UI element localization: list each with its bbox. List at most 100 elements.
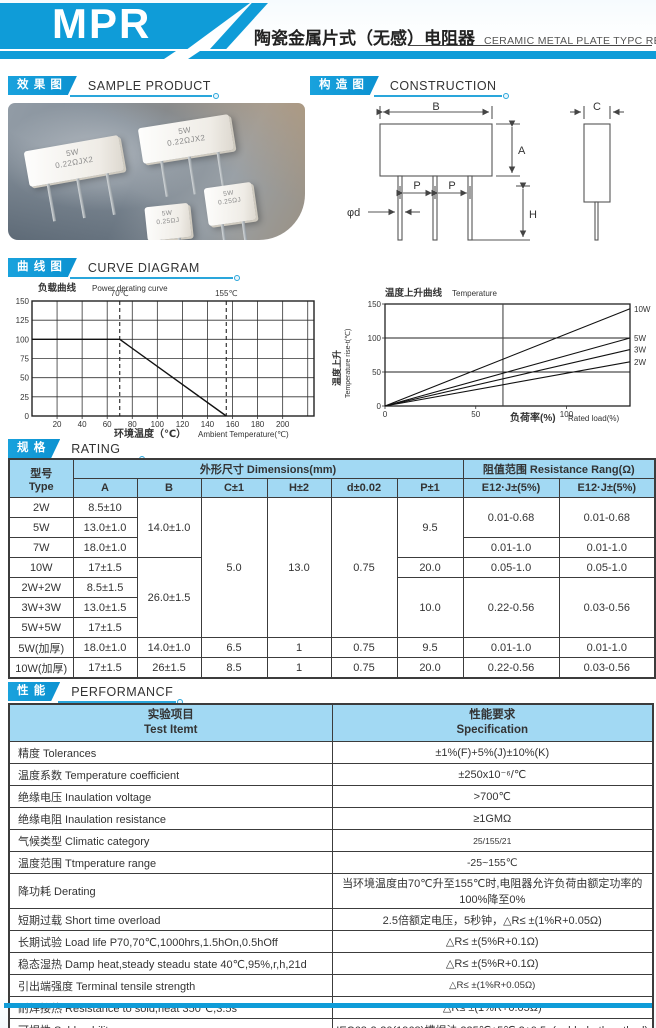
resistor-sample-small: 5W 0.25ΩJ [203,181,257,240]
svg-text:180: 180 [251,420,265,429]
test-item-cell: 引出端强度 Terminal tensile strength [8,974,333,997]
svg-text:Temperature: Temperature [452,289,497,298]
performance-header-cell: 性能要求 Specification [331,703,654,742]
section-underline [70,93,219,99]
rating-header-cell: 阻值范围 Resistance Rang(Ω) [462,458,656,479]
svg-text:100: 100 [368,334,382,343]
section-label-en: PERFORMANCF [71,684,174,699]
resistor-lead [46,183,57,222]
specification-cell: 当环境温度由70℃升至155℃时,电阻器允许负荷由额定功率的100%降至0% [331,873,654,909]
rating-header-cell: P±1 [396,478,464,498]
section-sample-product: 效 果 图 SAMPLE PRODUCT [8,76,219,99]
section-badge-cn: 曲 线 图 [8,258,77,277]
resistor-sample-large: 5W 0.22ΩJX2 [137,114,235,197]
resistor-lead [220,223,228,240]
table-header-row: 型号 Type 外形尺寸 Dimensions(mm) 阻值范围 Resistanc… [8,458,656,498]
test-item-cell: 温度系数 Temperature coefficient [8,763,333,786]
table-row: 10W 17±1.5 26.0±1.5 20.0 0.05-1.0 0.05-1.0 [8,557,656,638]
svg-text:50: 50 [20,374,29,383]
svg-text:50: 50 [471,410,480,419]
rating-cell: 10W [8,557,74,578]
resistor-lead [177,237,184,240]
dim-label-a: A [518,145,526,157]
rating-header-cell: A [72,478,138,498]
rating-header-cell: 型号 Type [8,458,74,498]
test-item-cell: 降功耗 Derating [8,873,333,909]
specification-cell: ±250x10⁻⁶/℃ [331,763,654,786]
table-row: 2W 8.5±10 14.0±1.0 5.0 13.0 0.75 9.5 0.01-0.68 0… [8,497,656,638]
svg-text:0: 0 [25,412,30,421]
resistor-lead [158,239,165,240]
svg-text:100: 100 [151,420,165,429]
page-title: 陶瓷金属片式（无感）电阻器 CERAMIC METAL PLATE TYPC R… [254,24,656,49]
svg-text:100: 100 [560,410,574,419]
svg-text:155℃: 155℃ [215,289,237,298]
temperature-rise-curve-chart: 0 50 100 150 0 50 100 10W 5W 3W 2W 温度上升曲线 Temperatur… [331,287,651,424]
page-title-en: CERAMIC METAL PLATE TYPC RESISTORS [484,35,656,47]
specification-cell: △R≤ ±(1%R+0.05Ω) [331,974,654,997]
test-item-cell: 短期过载 Short time overload [8,908,333,931]
rating-cell: 14.0±1.0 [136,497,202,558]
svg-text:80: 80 [128,420,137,429]
rating-cell: 5W(加厚) [8,637,74,658]
svg-text:2W: 2W [634,358,646,367]
section-performance: 性 能 PERFORMANCF [8,682,183,705]
svg-text:Power derating curve: Power derating curve [92,284,168,293]
rating-cell: 13.0±1.0 [72,517,138,538]
rating-cell: 9.5 [396,637,464,658]
dim-label-p-right: P [448,180,455,192]
table-row: 5W+5W 17±1.5 [8,617,655,638]
section-badge-cn: 效 果 图 [8,76,77,95]
rating-cell: 0.05-1.0 [558,557,656,578]
table-row: 可焊性 SolderabilityIEC68-2-20(1968)槽焊法,235… [8,1018,654,1028]
rating-cell: 8.5±10 [72,497,138,518]
svg-text:0: 0 [383,410,388,419]
svg-text:25: 25 [20,393,29,402]
section-label-en: CURVE DIAGRAM [87,260,200,275]
section-badge-cn: 规 格 [8,439,60,458]
rating-cell: 17±1.5 [72,617,138,638]
rating-cell: 13.0 [266,497,332,638]
section-label-en: RATING [71,441,121,456]
rating-cell: 8.5±1.5 [72,577,138,598]
rating-table: 型号 Type 外形尺寸 Dimensions(mm) 阻值范围 Resistanc… [8,458,656,679]
rating-cell: 10W(加厚) [8,657,74,679]
rating-cell: 7W [8,537,74,558]
resistor-marking: 5W 0.22ΩJX2 [166,125,206,148]
resistor-lead [159,160,169,197]
rating-cell: 9.5 [396,497,464,558]
rating-cell: 1 [266,657,332,679]
rating-cell: 13.0±1.5 [72,597,138,618]
table-row: 5W 13.0±1.0 [8,517,655,538]
specification-cell: -25~155℃ [331,851,654,874]
specification-cell: △R≤ ±(5%R+0.1Ω) [331,930,654,953]
performance-header-cell: 实验项目 Test Itemt [8,703,333,742]
page-title-cn: 陶瓷金属片式（无感）电阻器 [254,29,475,48]
rating-cell: 1 [266,637,332,658]
section-curve-diagram: 曲 线 图 CURVE DIAGRAM [8,258,240,281]
table-row: 短期过载 Short time overload 2.5倍额定电压，5秒钟，△R≤… [8,908,654,931]
svg-text:20: 20 [53,420,62,429]
test-item-cell: 可焊性 Solderability [8,1018,333,1028]
rating-header-cell: E12·J±(5%) [462,478,560,498]
svg-text:120: 120 [176,420,190,429]
specification-cell: ≥1GMΩ [331,807,654,830]
svg-text:160: 160 [226,420,240,429]
rating-cell: 5W+5W [8,617,74,638]
table-row: 稳态湿热 Damp heat,steady steadu state 40℃,9… [8,952,654,975]
section-badge-cn: 构 造 图 [310,76,379,95]
table-row: 温度范围 Ttmperature range -25~155℃ [8,851,654,874]
rating-cell: 0.01-0.68 [558,497,656,538]
rating-cell: 17±1.5 [72,557,138,578]
specification-cell: IEC68-2-20(1968)槽焊法,235℃±5℃,2±0.5g(golde… [331,1018,654,1028]
svg-text:70℃: 70℃ [111,289,129,298]
svg-text:60: 60 [103,420,112,429]
svg-text:150: 150 [368,300,382,309]
table-row: 2W+2W 8.5±1.5 10.0 0.22-0.56 0.03-0.56 [8,577,656,638]
rating-cell: 0.75 [330,497,398,638]
rating-header-cell: H±2 [266,478,332,498]
svg-text:75: 75 [20,355,29,364]
rating-cell: 18.0±1.0 [72,537,138,558]
svg-text:Ambient Temperature(℃): Ambient Temperature(℃) [198,430,289,439]
